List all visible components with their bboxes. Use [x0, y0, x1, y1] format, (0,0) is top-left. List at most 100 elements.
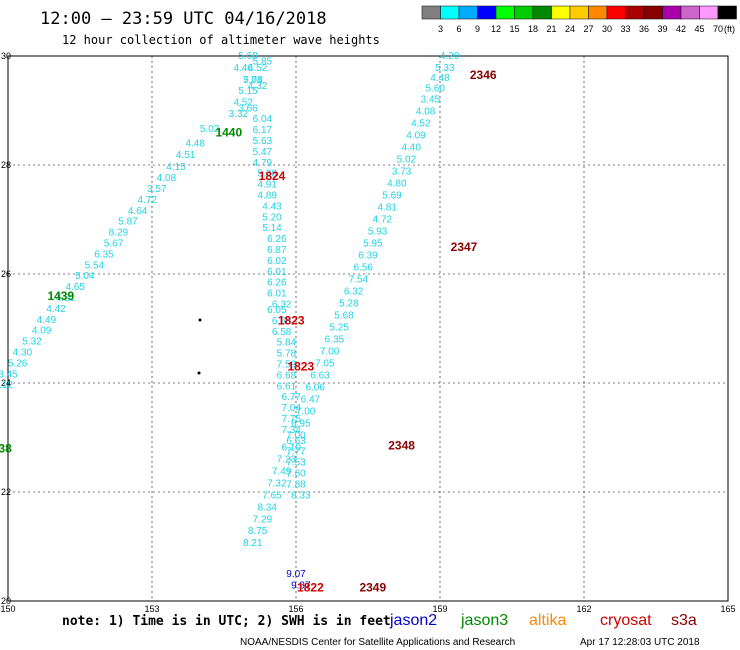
colorbar-label: 3	[438, 24, 443, 34]
colorbar-label: 6	[456, 24, 461, 34]
colorbar-swatch	[514, 5, 534, 20]
pass-time-label: 1439	[47, 289, 74, 303]
swh-value: 4.32	[248, 81, 268, 92]
swh-value: 5.02	[397, 155, 417, 166]
footer-note: note: 1) Time is in UTC; 2) SWH is in fe…	[62, 614, 391, 629]
colorbar-swatch	[606, 5, 626, 20]
footer-credit: NOAA/NESDIS Center for Satellite Applica…	[240, 637, 515, 648]
swh-value: 4.81	[377, 203, 397, 214]
pass-time-label: 2347	[451, 240, 478, 254]
swh-value: 6.77	[281, 392, 301, 403]
swh-value: 6.06	[305, 382, 325, 393]
swh-value: 5.32	[22, 337, 42, 348]
swh-value: 4.64	[128, 206, 148, 217]
swh-value: 4.91	[257, 180, 277, 191]
colorbar-label: 45	[694, 24, 704, 34]
swh-value: 6.26	[267, 278, 287, 289]
legend-entry-jason2: jason2	[389, 612, 437, 629]
colorbar-swatch	[477, 5, 497, 20]
colorbar-unit: (ft)	[724, 24, 735, 34]
swh-value: 4.08	[416, 107, 436, 118]
colorbar-label: 15	[509, 24, 519, 34]
y-tick-label: 24	[1, 378, 11, 388]
colorbar-label: 12	[491, 24, 501, 34]
map-dot	[198, 318, 202, 322]
swh-value: 7.49	[272, 466, 292, 477]
y-tick-label: 22	[1, 487, 11, 497]
colorbar-swatch	[588, 5, 608, 20]
swh-value: 5.33	[435, 63, 455, 74]
swh-value: 6.05	[267, 305, 287, 316]
colorbar-label: 33	[620, 24, 630, 34]
y-tick-label: 28	[1, 160, 11, 170]
colorbar-label: 9	[475, 24, 480, 34]
swh-value: 4.81	[56, 293, 76, 304]
swh-value: 5.60	[425, 84, 445, 95]
colorbar-swatch	[458, 5, 478, 20]
swh-value: 5.68	[238, 51, 258, 62]
swh-value: 5.68	[334, 310, 354, 321]
colorbar-swatch	[440, 5, 460, 20]
x-tick-label: 150	[0, 604, 15, 614]
data-points: 5.854.527.045.154.523.325.024.484.514.15…	[0, 51, 460, 592]
swh-value: 5.93	[368, 226, 388, 237]
swh-value: 4.52	[411, 119, 431, 130]
swh-value: 5.95	[363, 238, 383, 249]
swh-value: 6.32	[272, 300, 292, 311]
swh-value: 3.66	[238, 103, 258, 114]
y-tick-label: 26	[1, 269, 11, 279]
swh-value: 6.01	[267, 267, 287, 278]
swh-value: 9.07	[286, 569, 306, 580]
swh-value: 5.20	[262, 212, 282, 223]
colorbar-label: 18	[528, 24, 538, 34]
swh-value: 4.09	[32, 326, 52, 337]
swh-value: 7.00	[286, 430, 306, 441]
pass-time-label: 1823	[287, 360, 314, 374]
swh-value: 5.78	[277, 349, 297, 360]
map-dot	[197, 371, 201, 375]
swh-value: 4.30	[13, 347, 33, 358]
swh-value: 8.33	[291, 490, 311, 501]
colorbar-label: 27	[583, 24, 593, 34]
colorbar: 3 6 9 12 15 18 21 24 27 30 33 36 39 42 45 70 (ft)	[421, 5, 737, 34]
x-tick-label: 165	[720, 604, 735, 614]
colorbar-swatch	[717, 5, 737, 20]
swh-value: 6.35	[94, 249, 114, 260]
swh-value: 7.59	[277, 359, 297, 370]
colorbar-label: 24	[565, 24, 575, 34]
swh-value: 7.34	[281, 425, 301, 436]
swh-value: 7.75	[281, 414, 301, 425]
legend-entry-s3a: s3a	[671, 612, 697, 629]
colorbar-label: 42	[676, 24, 686, 34]
swh-value: 5.04	[75, 271, 95, 282]
swh-value: 7.04	[243, 75, 263, 86]
swh-value: 3.45	[0, 369, 18, 380]
swh-value: 8.34	[257, 502, 277, 513]
colorbar-swatch	[495, 5, 515, 20]
swh-value: 6.63	[286, 436, 306, 447]
chart-subtitle: 12 hour collection of altimeter wave hei…	[62, 33, 380, 47]
swh-value: 6.63	[310, 370, 330, 381]
swh-value: 4.79	[253, 158, 273, 169]
time-labels: 1440143914381437182418231823182223462347…	[0, 68, 497, 594]
colorbar-swatch	[551, 5, 571, 20]
colorbar-swatch	[662, 5, 682, 20]
swh-value: 6.68	[272, 316, 292, 327]
swh-value: 4.40	[401, 143, 421, 154]
swh-value: 7.29	[253, 514, 273, 525]
swh-value: 7.54	[349, 274, 369, 285]
swh-value: 4.51	[176, 150, 196, 161]
swh-value: 5.25	[329, 322, 349, 333]
pass-time-label: 1823	[278, 313, 305, 327]
swh-value: 4.52	[248, 63, 268, 74]
colorbar-swatch	[532, 5, 552, 20]
swh-value: 4.46	[233, 63, 253, 74]
swh-value: 4.09	[406, 131, 426, 142]
swh-value: 4.72	[137, 195, 157, 206]
swh-value: 4.43	[262, 201, 282, 212]
swh-value: 6.47	[301, 394, 321, 405]
swh-value: 7.60	[286, 468, 306, 479]
swh-value: 7.77	[286, 447, 306, 458]
